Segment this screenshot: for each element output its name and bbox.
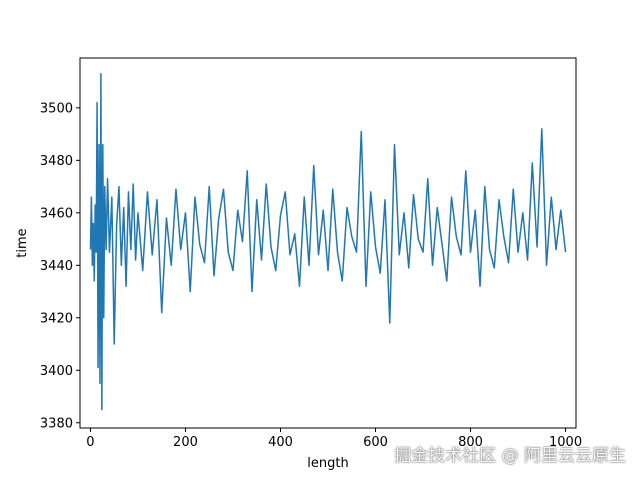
series-line-0 <box>89 72 567 411</box>
plot-frame <box>79 57 577 429</box>
plot-area <box>79 57 577 429</box>
watermark-text: 掘金技术社区 @ 阿里云云原生 <box>394 446 626 466</box>
x-tick-label: 0 <box>86 435 94 450</box>
y-tick-label: 3440 <box>40 259 73 274</box>
x-axis-ticks: 0 200 400 600 800 1000 <box>86 428 582 450</box>
x-axis-label: length <box>307 456 348 471</box>
x-tick-label: 600 <box>363 435 388 450</box>
y-tick-label: 3500 <box>40 101 73 116</box>
y-tick-label: 3380 <box>40 416 73 431</box>
y-tick-label: 3420 <box>40 311 73 326</box>
x-tick-label: 800 <box>458 435 483 450</box>
y-axis-ticks: 3380 3400 3420 3440 3460 3480 3500 <box>40 101 80 431</box>
y-tick-label: 3460 <box>40 206 73 221</box>
x-tick-label: 400 <box>268 435 293 450</box>
x-tick-label: 1000 <box>549 435 582 450</box>
series-layer <box>89 72 567 411</box>
y-tick-label: 3480 <box>40 154 73 169</box>
x-tick-label: 200 <box>173 435 198 450</box>
y-tick-label: 3400 <box>40 364 73 379</box>
y-axis-label: time <box>15 228 30 257</box>
